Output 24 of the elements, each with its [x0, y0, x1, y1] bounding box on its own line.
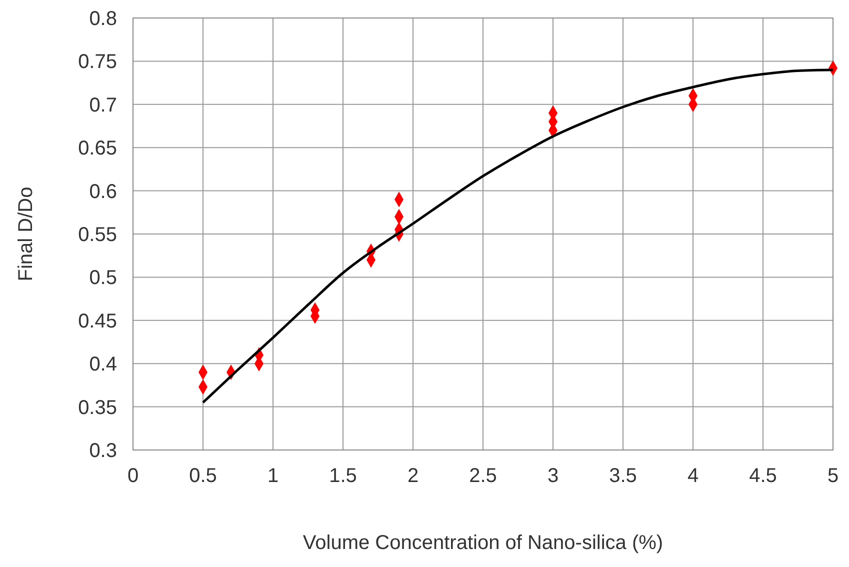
y-tick-label: 0.65	[78, 138, 117, 160]
x-tick-label: 0	[127, 465, 139, 487]
y-tick-label: 0.4	[89, 354, 117, 376]
x-tick-label: 3.5	[609, 465, 637, 487]
y-tick-label: 0.55	[78, 224, 117, 246]
y-tick-label: 0.8	[89, 8, 117, 30]
y-tick-label: 0.75	[78, 51, 117, 74]
y-tick-label: 0.35	[78, 396, 117, 419]
x-tick-label: 3	[547, 465, 559, 487]
y-tick-label: 0.7	[89, 94, 117, 116]
y-tick-label: 0.45	[78, 310, 117, 332]
x-axis-title: Volume Concentration of Nano-silica (%)	[302, 532, 664, 554]
y-tick-label: 0.5	[89, 267, 117, 290]
y-axis-title: Final D/Do	[15, 186, 37, 282]
x-tick-label: 0.5	[189, 465, 217, 487]
x-tick-label: 1.5	[329, 465, 357, 487]
x-tick-label: 5	[827, 465, 839, 487]
x-tick-label: 4.5	[749, 465, 777, 487]
y-tick-label: 0.6	[89, 180, 117, 203]
x-tick-label: 2.5	[469, 465, 497, 487]
y-tick-label: 0.3	[89, 440, 117, 462]
x-tick-label: 4	[687, 465, 699, 487]
x-tick-label: 2	[407, 465, 419, 487]
x-tick-label: 1	[267, 465, 279, 487]
